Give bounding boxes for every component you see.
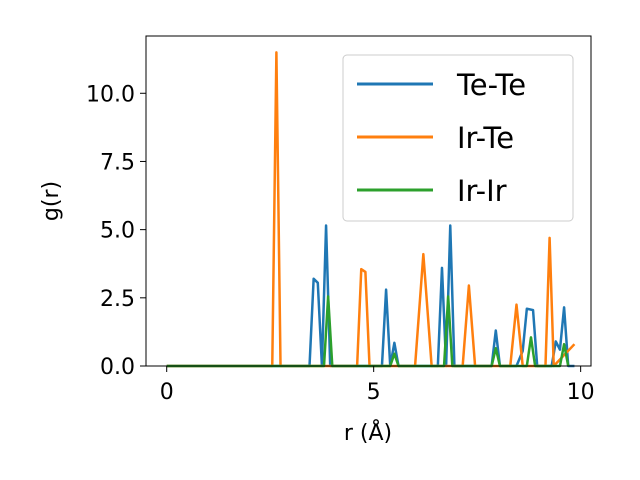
x-axis-label: r (Å) — [344, 419, 392, 446]
x-tick-label: 10 — [567, 380, 595, 405]
legend-box — [342, 54, 574, 222]
legend-label-ir-ir: Ir-Ir — [457, 174, 507, 208]
tick-layer: 0 5 10 0.0 2.5 5.0 7.5 10.0 — [86, 82, 595, 405]
plot-frame — [145, 35, 592, 367]
y-tick-label: 2.5 — [100, 287, 135, 312]
legend-label-te-te: Te-Te — [456, 68, 526, 102]
x-tick-label: 0 — [160, 380, 174, 405]
legend-label-ir-te: Ir-Te — [457, 121, 514, 155]
x-tick-label: 5 — [367, 380, 381, 405]
y-axis-label: g(r) — [39, 181, 64, 221]
y-tick-label: 0.0 — [100, 355, 135, 380]
y-tick-label: 10.0 — [86, 82, 135, 107]
y-tick-label: 7.5 — [100, 150, 135, 175]
legend: Te-Te Ir-Te Ir-Ir — [342, 54, 574, 222]
y-tick-label: 5.0 — [100, 219, 135, 244]
